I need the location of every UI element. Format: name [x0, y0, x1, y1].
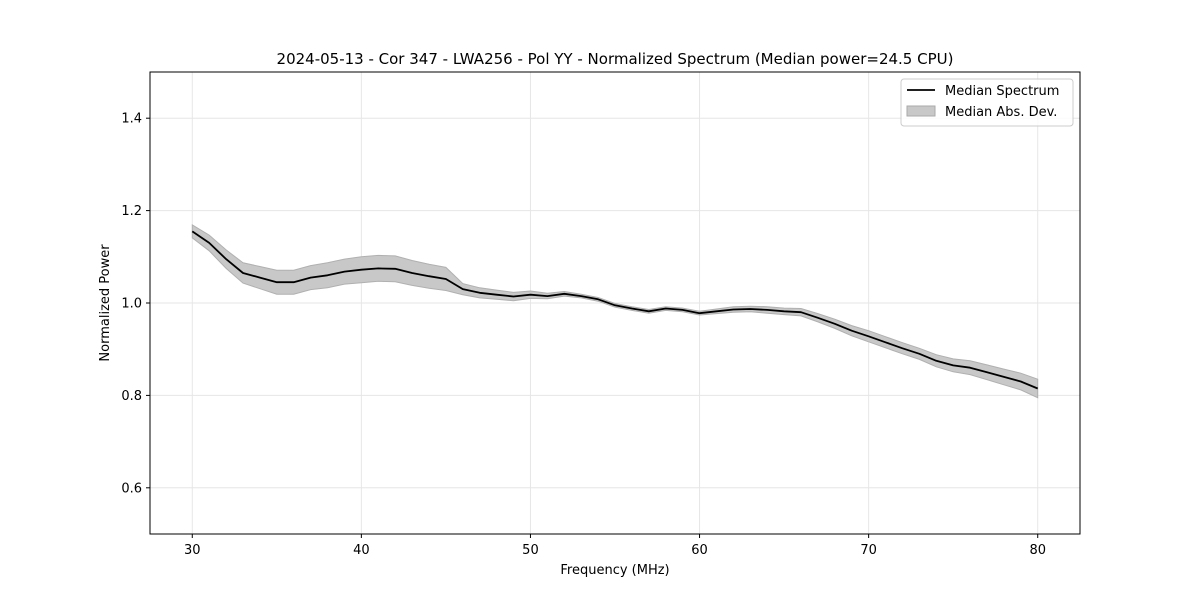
x-tick-label: 40 — [353, 543, 370, 558]
legend-band-swatch — [906, 105, 936, 117]
legend: Median Spectrum Median Abs. Dev. — [900, 78, 1074, 127]
x-tick-label: 60 — [691, 543, 708, 558]
x-axis-ticks: 30 40 50 60 70 80 — [184, 534, 1046, 558]
y-tick-label: 1.2 — [121, 204, 142, 219]
y-axis-label: Normalized Power — [98, 244, 113, 362]
x-tick-label: 30 — [184, 543, 201, 558]
legend-label-median: Median Spectrum — [945, 84, 1059, 99]
chart-title: 2024-05-13 - Cor 347 - LWA256 - Pol YY -… — [277, 50, 954, 68]
legend-label-mad: Median Abs. Dev. — [945, 105, 1057, 120]
y-axis-ticks: 0.6 0.8 1.0 1.2 1.4 — [121, 112, 150, 496]
x-tick-label: 80 — [1029, 543, 1046, 558]
x-tick-label: 50 — [522, 543, 539, 558]
y-tick-label: 0.6 — [121, 481, 142, 496]
x-axis-label: Frequency (MHz) — [560, 563, 669, 578]
y-tick-label: 1.0 — [121, 297, 142, 312]
legend-box — [900, 78, 1074, 127]
mad-band — [191, 224, 1039, 399]
y-tick-label: 0.8 — [121, 389, 142, 404]
mad-band-layer — [191, 224, 1039, 399]
median-line-layer — [191, 230, 1039, 390]
median-spectrum-line — [191, 230, 1039, 390]
x-tick-label: 70 — [860, 543, 877, 558]
y-tick-label: 1.4 — [121, 112, 142, 127]
